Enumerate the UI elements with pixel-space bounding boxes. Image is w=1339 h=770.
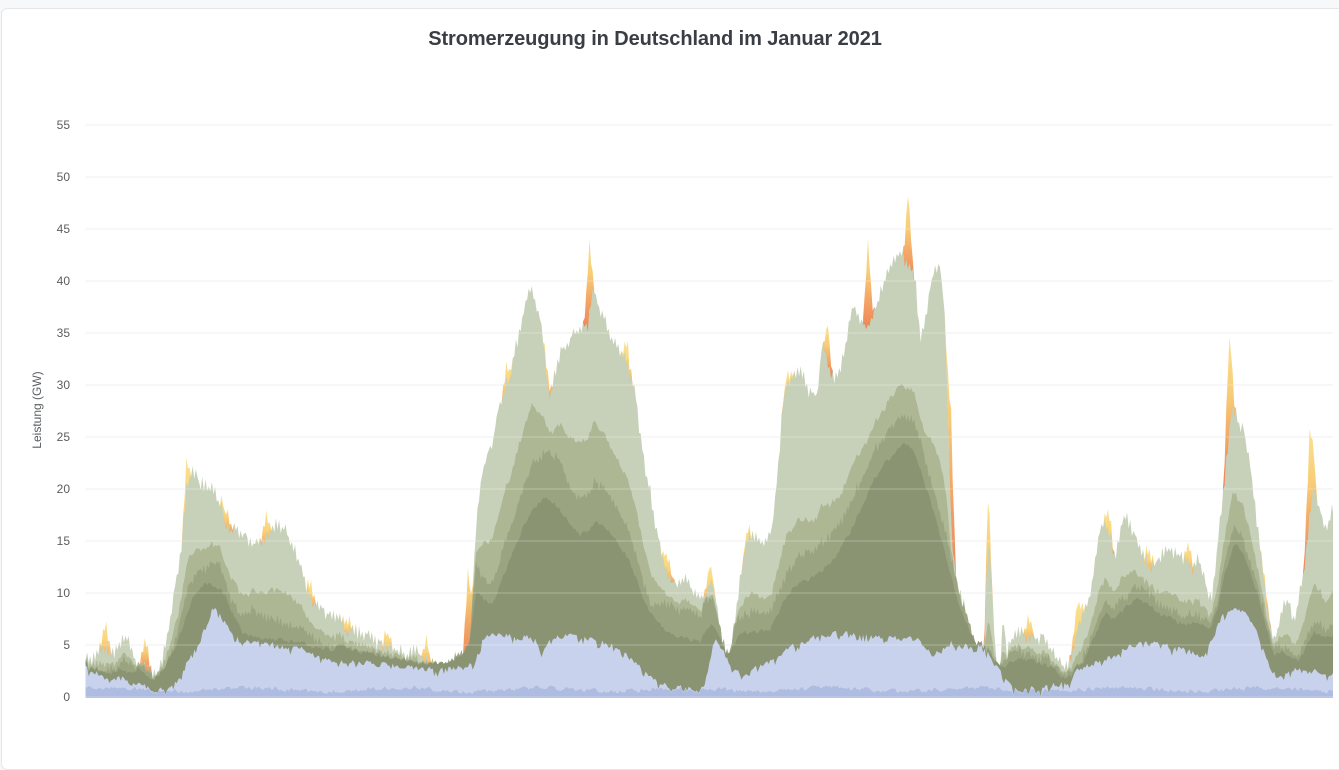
- svg-text:15: 15: [57, 534, 71, 548]
- svg-text:50: 50: [57, 170, 71, 184]
- svg-text:45: 45: [57, 222, 71, 236]
- svg-text:55: 55: [57, 118, 71, 132]
- svg-text:30: 30: [57, 378, 71, 392]
- svg-text:Leistung (GW): Leistung (GW): [30, 371, 44, 448]
- svg-text:10: 10: [57, 586, 71, 600]
- svg-text:35: 35: [57, 326, 71, 340]
- svg-text:25: 25: [57, 430, 71, 444]
- svg-text:20: 20: [57, 482, 71, 496]
- svg-text:5: 5: [63, 638, 70, 652]
- svg-text:0: 0: [63, 690, 70, 704]
- svg-text:40: 40: [57, 274, 71, 288]
